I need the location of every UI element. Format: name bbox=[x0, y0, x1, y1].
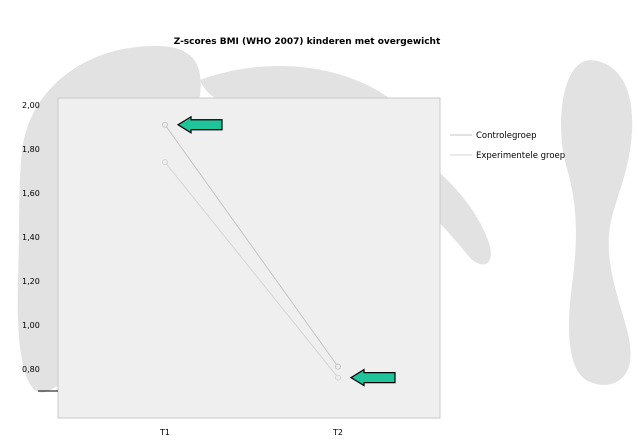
y-axis-tick-labels: 2,00 1,80 1,60 1,40 1,20 1,00 0,80 bbox=[22, 101, 40, 374]
series-line-1 bbox=[164, 161, 339, 378]
watermark-arc bbox=[200, 66, 398, 118]
watermark-figure-right bbox=[561, 60, 633, 385]
legend-label: Controlegroep bbox=[476, 131, 536, 141]
legend: Controlegroep Experimentele groep bbox=[450, 131, 565, 161]
y-tick-label: 1,40 bbox=[22, 233, 40, 242]
y-tick-label: 2,00 bbox=[22, 101, 40, 110]
arrow-left-icon bbox=[176, 115, 223, 134]
y-tick-label: 0,80 bbox=[22, 365, 40, 374]
arrow-left-icon bbox=[349, 368, 396, 387]
x-tick-label: T1 bbox=[159, 428, 170, 437]
chart-title: Z-scores BMI (WHO 2007) kinderen met ove… bbox=[174, 37, 441, 47]
series-point-marker bbox=[335, 363, 341, 370]
series-layer bbox=[162, 121, 341, 381]
annotation-arrows bbox=[176, 115, 396, 387]
series-line-0 bbox=[164, 124, 339, 367]
x-tick-label: T2 bbox=[332, 428, 343, 437]
series-point-marker bbox=[162, 159, 168, 166]
legend-label: Experimentele groep bbox=[476, 151, 565, 161]
y-tick-label: 1,80 bbox=[22, 145, 40, 154]
y-tick-label: 1,20 bbox=[22, 277, 40, 286]
series-point-marker bbox=[335, 374, 341, 381]
x-axis-tick-labels: T1 T2 bbox=[159, 428, 343, 437]
y-tick-label: 1,00 bbox=[22, 321, 40, 330]
series-point-marker bbox=[162, 121, 168, 128]
y-tick-label: 1,60 bbox=[22, 189, 40, 198]
plot-area bbox=[57, 97, 441, 419]
